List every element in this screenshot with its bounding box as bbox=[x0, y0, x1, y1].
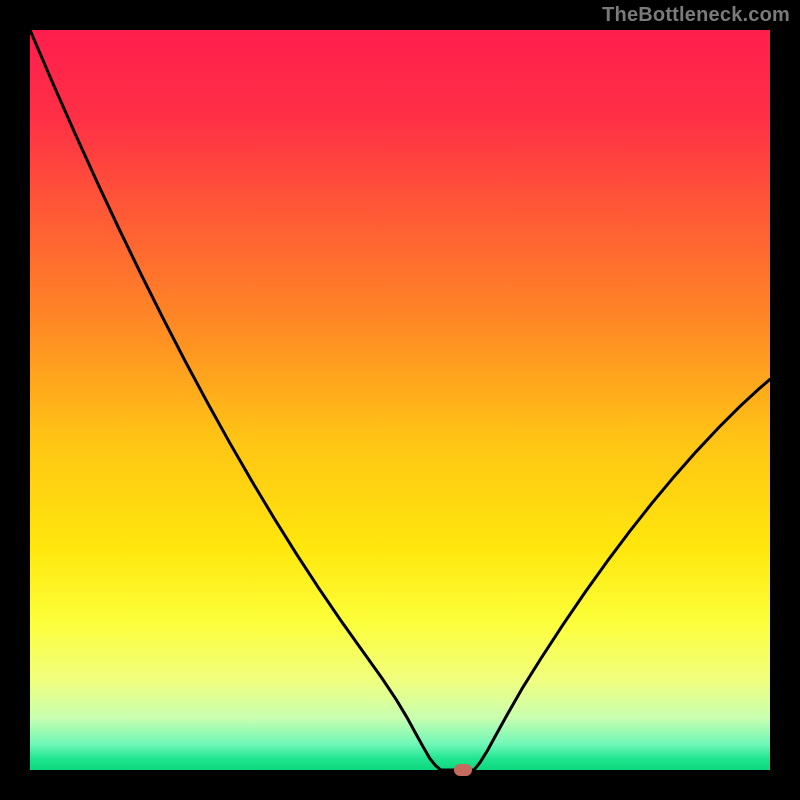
watermark-text: TheBottleneck.com bbox=[602, 4, 790, 27]
optimum-marker bbox=[454, 764, 472, 776]
plot-area bbox=[30, 30, 770, 770]
bottleneck-curve bbox=[30, 30, 770, 770]
chart-frame: TheBottleneck.com bbox=[0, 0, 800, 800]
